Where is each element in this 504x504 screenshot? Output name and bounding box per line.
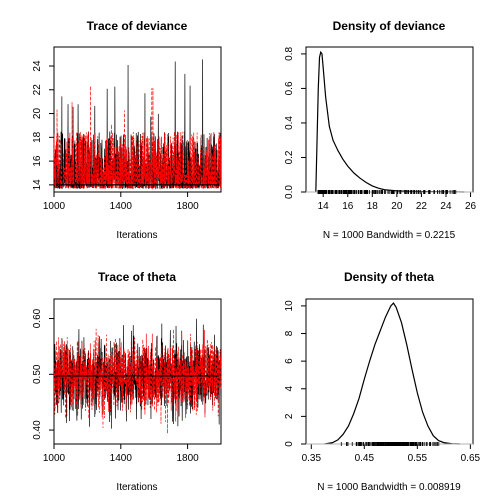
x-tick-label: 0.45 — [355, 453, 375, 464]
y-tick-label: 14 — [32, 179, 43, 191]
y-tick-label: 0.6 — [284, 81, 295, 95]
plot-frame — [305, 46, 474, 193]
x-axis-label: Iterations — [116, 230, 157, 241]
chart-title: Density of deviance — [333, 19, 446, 33]
x-tick-label: 20 — [391, 201, 403, 212]
y-tick-label: 16 — [32, 155, 43, 167]
chart-title: Density of theta — [344, 270, 434, 284]
x-tick-label: 0.55 — [408, 453, 428, 464]
y-tick-label: 0 — [284, 441, 295, 447]
x-tick-label: 0.65 — [461, 453, 481, 464]
x-tick-label: 0.35 — [302, 453, 322, 464]
density-curve — [315, 50, 465, 193]
y-tick-label: 10 — [284, 300, 295, 312]
y-tick-label: 0.50 — [32, 364, 43, 384]
trace-of-deviance-panel: Trace of deviance Iterations 1000 1400 180… — [32, 19, 222, 241]
trace-of-theta-panel: Trace of theta Iterations 1000 1400 1800 0.… — [32, 270, 222, 493]
plot-frame — [53, 46, 222, 193]
y-tick-label: 0.60 — [32, 308, 43, 328]
x-tick-label: 1000 — [43, 201, 66, 212]
y-tick-label: 0.2 — [284, 150, 295, 164]
rug-marks — [317, 190, 457, 194]
plot-frame — [305, 298, 474, 445]
chart-title: Trace of deviance — [87, 19, 188, 33]
x-tick-label: 1400 — [110, 453, 133, 464]
density-curve — [324, 302, 460, 445]
x-tick-label: 14 — [318, 201, 330, 212]
chart-title: Trace of theta — [98, 270, 176, 284]
y-tick-label: 22 — [32, 84, 43, 96]
y-tick-label: 2 — [284, 413, 295, 419]
y-tick-label: 4 — [284, 386, 295, 392]
y-tick-label: 0.8 — [284, 47, 295, 61]
y-tick-label: 20 — [32, 108, 43, 120]
x-tick-label: 26 — [465, 201, 477, 212]
trace-series-chain-2 — [53, 328, 222, 434]
x-tick-label: 24 — [440, 201, 452, 212]
trace-series-chain-2 — [53, 86, 222, 190]
x-tick-label: 16 — [342, 201, 354, 212]
x-axis-label: N = 1000 Bandwidth = 0.008919 — [317, 482, 461, 493]
y-tick-label: 0.40 — [32, 420, 43, 440]
x-tick-label: 1800 — [176, 201, 199, 212]
density-of-deviance-panel: Density of deviance N = 1000 Bandwidth =… — [284, 19, 477, 241]
x-axis-label: Iterations — [116, 482, 157, 493]
x-tick-label: 18 — [367, 201, 379, 212]
x-tick-label: 1000 — [43, 453, 66, 464]
y-tick-label: 18 — [32, 131, 43, 143]
rug-marks — [340, 442, 440, 446]
y-tick-label: 0.0 — [284, 185, 295, 199]
y-tick-label: 0.4 — [284, 116, 295, 130]
density-of-theta-panel: Density of theta N = 1000 Bandwidth = 0.… — [284, 270, 481, 493]
x-tick-label: 1400 — [110, 201, 133, 212]
x-axis-label: N = 1000 Bandwidth = 0.2215 — [323, 230, 456, 241]
x-tick-label: 1800 — [176, 453, 199, 464]
x-tick-label: 22 — [416, 201, 428, 212]
y-tick-label: 24 — [32, 60, 43, 72]
y-tick-label: 8 — [284, 330, 295, 336]
y-tick-label: 6 — [284, 358, 295, 364]
